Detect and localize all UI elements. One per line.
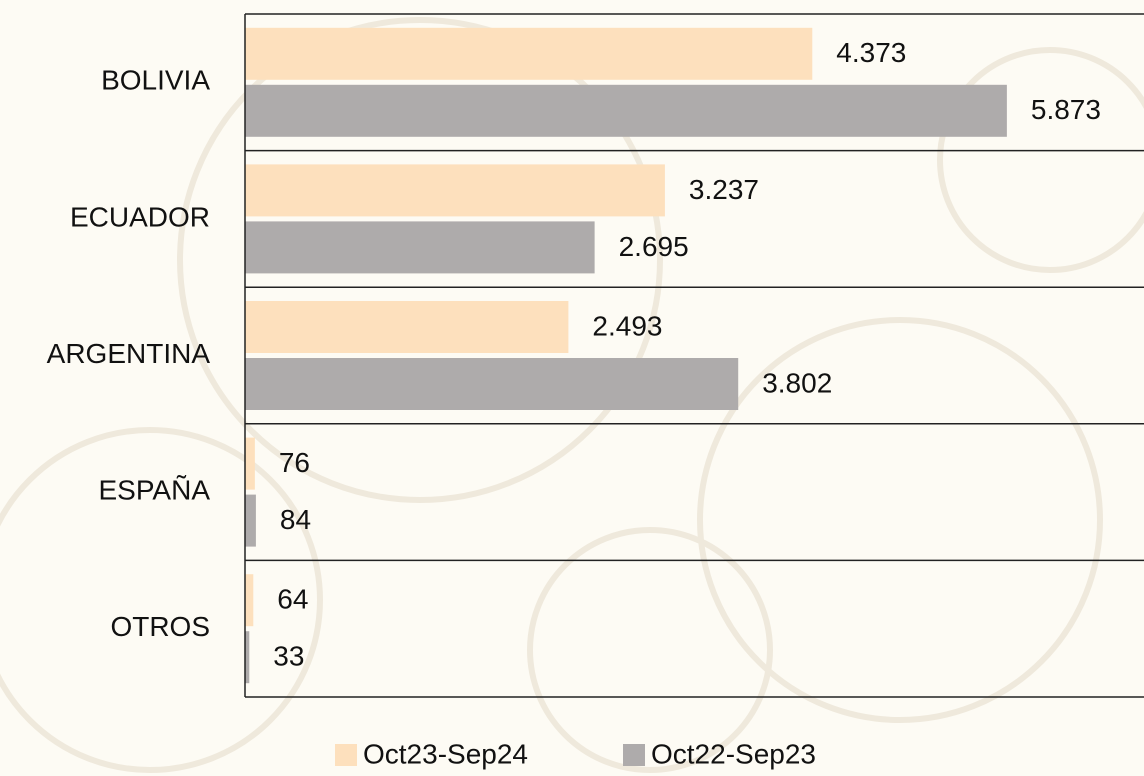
y-tick-label: OTROS [110,611,210,642]
legend-swatch [335,744,357,766]
y-tick-label: ECUADOR [70,201,210,232]
data-label: 3.802 [762,367,832,398]
data-label: 76 [279,447,310,478]
data-label: 2.493 [592,310,662,341]
bar [245,358,739,410]
bar [245,437,255,490]
bar [245,84,1007,137]
bar [245,494,256,547]
background-pattern [0,17,1144,773]
data-label: 64 [277,584,308,615]
data-label: 84 [280,504,311,535]
data-label: 5.873 [1031,94,1101,125]
bar [245,221,595,274]
data-label: 2.695 [619,231,689,262]
legend-label: Oct23-Sep24 [363,738,528,769]
legend-swatch [623,744,645,766]
data-label: 3.237 [689,174,759,205]
bar [245,301,569,353]
bar [245,574,254,627]
data-label: 33 [273,641,304,672]
bar [245,631,250,684]
data-label: 4.373 [836,37,906,68]
y-tick-label: ESPAÑA [98,474,210,505]
y-tick-label: ARGENTINA [47,338,211,369]
y-tick-label: BOLIVIA [101,65,210,96]
legend-label: Oct22-Sep23 [651,738,816,769]
bar [245,164,665,217]
bar [245,27,813,80]
